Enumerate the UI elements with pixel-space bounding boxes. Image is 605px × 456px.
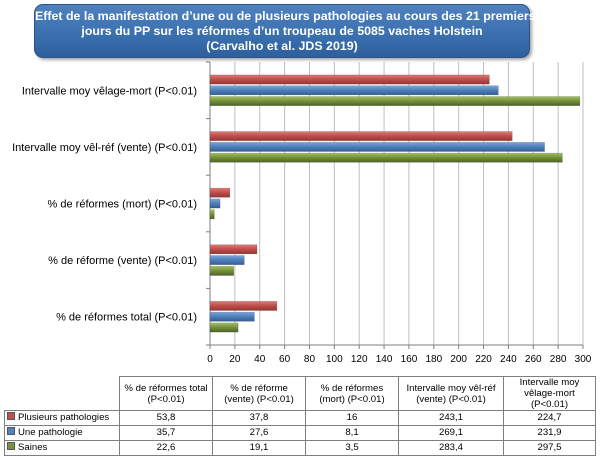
title-line-3: (Carvalho et al. JDS 2019) <box>206 39 358 53</box>
category-label: % de réforme (vente) (P<0.01) <box>48 255 197 267</box>
bar-saines <box>209 152 563 163</box>
bar-plusieurs-pathologies <box>209 131 513 141</box>
legend-swatch-blue-icon <box>7 427 15 435</box>
table-row: Saines 22,6 19,1 3,5 283,4 297,5 <box>4 440 596 456</box>
x-tick-label: 140 <box>376 354 393 365</box>
table-row: Une pathologie 35,7 27,6 8,1 269,1 231,9 <box>4 425 596 441</box>
x-tick-labels: 0 20 40 60 80 100 120 140 160 180 200 220 240 260 280 3… <box>207 354 592 365</box>
category-labels: % de réformes total (P<0.01) % de réforme… <box>12 85 197 323</box>
x-tick-label: 180 <box>425 354 442 365</box>
table-header: % de réformes (mort) (P<0.01) <box>305 376 399 411</box>
table-row: Plusieurs pathologies 53,8 37,8 16 243,1… <box>4 410 596 426</box>
bar-une-pathologie <box>209 311 255 322</box>
table-cell: 3,5 <box>305 440 399 456</box>
table-header: Intervalle moy vêlage-mort (P<0.01) <box>503 376 596 411</box>
bar-une-pathologie <box>209 255 245 265</box>
data-table: % de réformes total (P<0.01) % de réform… <box>4 376 596 456</box>
table-cell: 19,1 <box>212 440 306 456</box>
bar-plusieurs-pathologies <box>209 74 490 85</box>
x-tick-label: 200 <box>450 354 467 365</box>
x-tick-label: 0 <box>207 354 213 365</box>
bar-plusieurs-pathologies <box>209 244 258 255</box>
table-cell: 231,9 <box>503 425 596 441</box>
table-header: % de réforme (vente) (P<0.01) <box>212 376 306 411</box>
series-name: Plusieurs pathologies <box>18 412 110 423</box>
table-cell: 37,8 <box>212 410 306 426</box>
table-header-row: % de réformes total (P<0.01) % de réform… <box>4 376 596 411</box>
x-tick-label: 40 <box>254 354 266 365</box>
bars <box>209 74 581 333</box>
chart-title: Effet de la manifestation d’une ou de pl… <box>34 4 536 58</box>
gridlines <box>209 62 584 345</box>
title-line-2: jours du PP sur les réformes d’un troupe… <box>81 24 483 38</box>
table-cell: 22,6 <box>119 440 213 456</box>
bar-plusieurs-pathologies <box>209 301 278 311</box>
x-tick-label: 260 <box>525 354 542 365</box>
table-cell: 224,7 <box>503 410 596 426</box>
x-tick-label: 80 <box>304 354 316 365</box>
bar-plusieurs-pathologies <box>209 187 231 198</box>
bar-saines <box>209 209 215 220</box>
legend-entry: Une pathologie <box>4 425 120 441</box>
legend-swatch-red-icon <box>7 412 15 420</box>
table-cell: 27,6 <box>212 425 306 441</box>
table-cell: 35,7 <box>119 425 213 441</box>
x-tick-label: 100 <box>326 354 343 365</box>
table-cell: 269,1 <box>398 425 504 441</box>
table-cell: 297,5 <box>503 440 596 456</box>
table-header: Intervalle moy vêl-réf (vente) (P<0.01) <box>398 376 504 411</box>
category-label: Intervalle moy vêl-réf (vente) (P<0.01) <box>12 142 197 154</box>
x-tick-label: 160 <box>401 354 418 365</box>
bar-une-pathologie <box>209 142 545 152</box>
x-tick-label: 120 <box>351 354 368 365</box>
x-tick-label: 240 <box>500 354 517 365</box>
series-name: Une pathologie <box>18 427 83 438</box>
bar-saines <box>209 322 239 333</box>
bar-saines <box>209 96 581 106</box>
bar-une-pathologie <box>209 85 499 96</box>
legend-entry: Saines <box>4 440 120 456</box>
table-cell: 243,1 <box>398 410 504 426</box>
table-cell: 53,8 <box>119 410 213 426</box>
x-tick-label: 60 <box>279 354 291 365</box>
category-label: Intervalle moy vêlage-mort (P<0.01) <box>22 85 197 97</box>
title-line-1: Effet de la manifestation d’une ou de pl… <box>35 9 536 23</box>
category-label: % de réformes total (P<0.01) <box>56 312 197 324</box>
x-tick-label: 280 <box>550 354 567 365</box>
bar-une-pathologie <box>209 198 221 209</box>
category-label: % de réformes (mort) (P<0.01) <box>48 199 197 211</box>
table-cell: 283,4 <box>398 440 504 456</box>
x-tick-label: 220 <box>475 354 492 365</box>
table-cell: 16 <box>305 410 399 426</box>
x-tick-label: 300 <box>575 354 592 365</box>
table-header: % de réformes total (P<0.01) <box>119 376 213 411</box>
legend-swatch-green-icon <box>7 442 15 450</box>
bar-saines <box>209 266 234 276</box>
series-name: Saines <box>18 442 48 453</box>
x-tick-label: 20 <box>229 354 241 365</box>
legend-entry: Plusieurs pathologies <box>4 410 120 426</box>
bar-chart: % de réformes total (P<0.01) % de réforme… <box>12 61 592 365</box>
table-cell: 8,1 <box>305 425 399 441</box>
table-corner <box>4 376 120 411</box>
